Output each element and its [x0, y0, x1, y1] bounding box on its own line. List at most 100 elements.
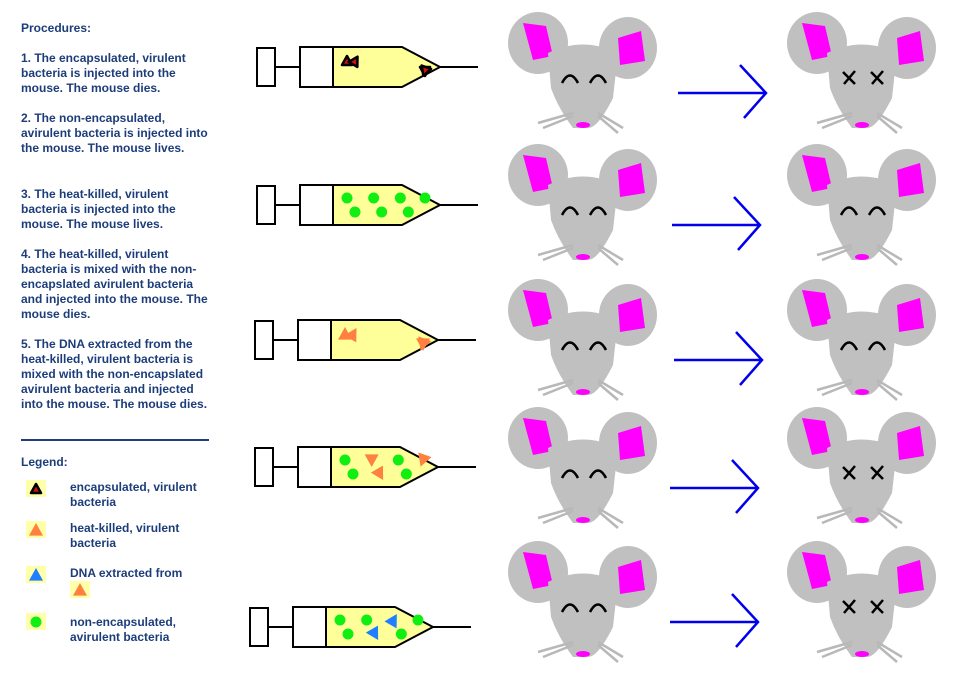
- mouse-whisker: [597, 510, 619, 529]
- happy-eye-icon: [588, 74, 608, 84]
- mouse-whisker: [542, 246, 574, 262]
- mouse-head: [548, 573, 618, 657]
- avirulent-bacteria-icon: [392, 454, 404, 466]
- syringe-barrel: [330, 319, 441, 361]
- heat-killed-bacteria-icon: [418, 452, 432, 467]
- avirulent-bacteria-icon: [30, 616, 42, 628]
- mouse-ear-inner-right: [618, 31, 645, 65]
- mouse-ear-inner-left: [523, 23, 553, 60]
- mouse-whisker: [816, 378, 853, 392]
- heat-killed-bacteria-icon: [364, 454, 379, 467]
- mouse-nose: [855, 651, 869, 657]
- avirulent-bacteria-icon: [368, 192, 380, 204]
- happy-eye-icon: [560, 206, 580, 216]
- mouse-nose: [855, 122, 869, 128]
- heat-killed-bacteria-icon: [73, 583, 87, 596]
- syringe-plunger-handle: [256, 47, 276, 87]
- mouse-nose: [576, 651, 590, 657]
- happy-eye-icon: [588, 469, 608, 479]
- mouse-ear-inner-left: [802, 23, 832, 60]
- avirulent-bacteria-icon: [395, 628, 407, 640]
- mouse-ear-inner-right: [618, 298, 645, 332]
- mouse-ear-inner-right: [897, 426, 924, 460]
- dead-eye-x-icon: [842, 465, 856, 480]
- mouse-whisker: [876, 247, 898, 266]
- mouse-whisker: [542, 643, 574, 659]
- mouse-whisker: [876, 382, 898, 401]
- mouse-whisker: [597, 378, 624, 397]
- mouse-whisker: [876, 243, 903, 262]
- legend-label-virulent: encapsulated, virulent bacteria: [70, 480, 197, 509]
- mouse-ear-inner-right: [897, 163, 924, 197]
- virulent-bacteria-icon: [29, 482, 43, 495]
- mouse-ear-inner-right: [618, 560, 645, 594]
- dead-eye-x-icon: [870, 599, 884, 614]
- mouse-whisker: [876, 506, 903, 525]
- mouse-ear-inner-right: [897, 298, 924, 332]
- mouse-after-2: [787, 144, 936, 266]
- legend-symbols: [26, 480, 90, 630]
- syringe-plunger-handle: [254, 320, 274, 360]
- mouse-whisker: [597, 247, 619, 266]
- avirulent-bacteria-icon: [349, 206, 361, 218]
- avirulent-bacteria-icon: [419, 192, 431, 204]
- mouse-whisker: [876, 640, 903, 659]
- mouse-nose: [576, 517, 590, 523]
- procedures-title: Procedures:: [21, 21, 92, 35]
- happy-eye-icon: [839, 206, 859, 216]
- mouse-whisker: [537, 506, 574, 520]
- heat-killed-bacteria-icon: [418, 336, 432, 351]
- mouse-before-5: [508, 541, 657, 663]
- mouse-whisker: [597, 111, 624, 130]
- syringe-plunger: [297, 319, 332, 361]
- mouse-whisker: [816, 111, 853, 125]
- divider: [21, 439, 209, 441]
- mouse-before-4: [508, 407, 657, 529]
- syringe-plunger: [292, 606, 327, 648]
- procedure-4: 4. The heat-killed, virulent bacteria is…: [21, 247, 208, 321]
- arrow-icon: [674, 331, 764, 386]
- mouse-ear-inner-right: [897, 560, 924, 594]
- arrow-icon: [670, 459, 760, 514]
- mouse-head: [548, 439, 618, 523]
- happy-eye-icon: [560, 341, 580, 351]
- virulent-bacteria-icon: [347, 55, 359, 69]
- mouse-whisker: [816, 243, 853, 257]
- dead-eye-x-icon: [842, 599, 856, 614]
- legend-label-heat-killed: heat-killed, virulent bacteria: [70, 521, 180, 550]
- mouse-before-2: [508, 144, 657, 266]
- mouse-whisker: [537, 640, 574, 654]
- mouse-whisker: [816, 640, 853, 654]
- mouse-ear-inner-left: [523, 290, 553, 327]
- mouse-whisker: [821, 246, 853, 262]
- legend-title: Legend:: [21, 455, 68, 469]
- avirulent-bacteria-icon: [339, 454, 351, 466]
- syringe-5: [249, 606, 471, 648]
- mouse-ear-inner-left: [802, 552, 832, 589]
- mouse-whisker: [821, 114, 853, 130]
- mouse-whisker: [821, 643, 853, 659]
- mouse-head: [548, 44, 618, 128]
- mouse-whisker: [821, 381, 853, 397]
- mouse-after-5: [787, 541, 936, 663]
- happy-eye-icon: [867, 206, 887, 216]
- avirulent-bacteria-icon: [347, 468, 359, 480]
- happy-eye-icon: [867, 341, 887, 351]
- dna-icon: [365, 625, 379, 641]
- arrow-icon: [672, 196, 762, 251]
- syringe-barrel: [332, 46, 443, 88]
- mouse-whisker: [597, 382, 619, 401]
- avirulent-bacteria-icon: [341, 192, 353, 204]
- mouse-before-3: [508, 279, 657, 401]
- mouse-whisker: [597, 640, 624, 659]
- mouse-whisker: [597, 644, 619, 663]
- mouse-head: [827, 176, 897, 260]
- mouse-whisker: [537, 243, 574, 257]
- mouse-whisker: [597, 506, 624, 525]
- mouse-whisker: [876, 111, 903, 130]
- syringe-2: [256, 184, 478, 226]
- mouse-nose: [576, 389, 590, 395]
- virulent-bacteria-icon: [420, 64, 433, 77]
- mouse-ear-inner-right: [618, 163, 645, 197]
